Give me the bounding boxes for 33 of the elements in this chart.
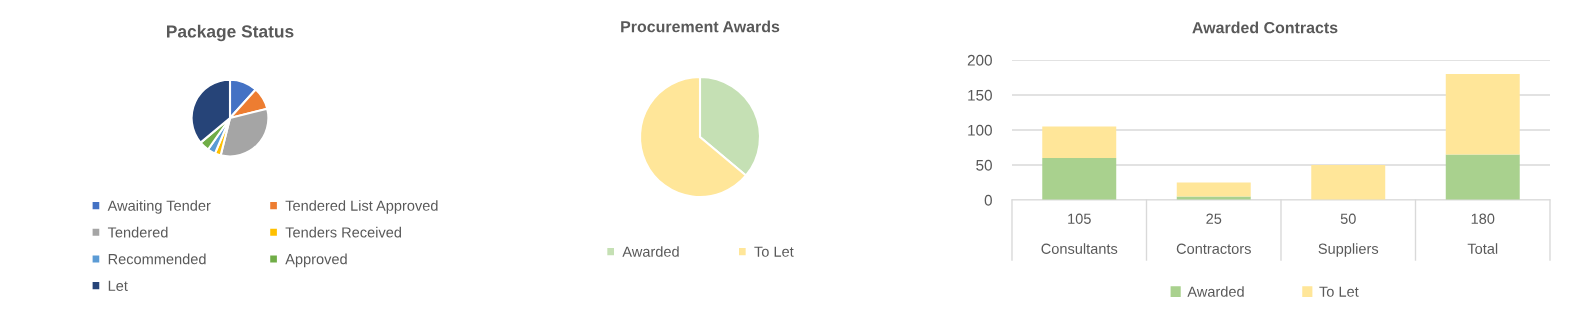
chart-title: Awarded Contracts xyxy=(1192,21,1338,34)
bar xyxy=(1042,126,1117,158)
legend-label: Recommended xyxy=(108,253,206,265)
chart-title: Package Status xyxy=(166,24,294,42)
total-label: 50 xyxy=(1340,213,1356,224)
x-tick-label: Consultants xyxy=(1041,243,1118,254)
total-label: 105 xyxy=(1068,213,1091,224)
legend-label: Awarded xyxy=(1187,286,1244,297)
legend-label: Tenders Received xyxy=(285,226,402,238)
x-tick-label: Suppliers xyxy=(1318,243,1379,257)
y-tick-label: 50 xyxy=(976,159,992,171)
bar xyxy=(1445,154,1520,200)
bar xyxy=(1176,182,1251,197)
legend-label: Approved xyxy=(285,253,347,268)
y-tick-label: 0 xyxy=(984,194,992,206)
legend-label: Tendered xyxy=(107,226,168,238)
y-tick-label: 200 xyxy=(967,54,992,66)
x-tick-label: Total xyxy=(1467,243,1498,254)
total-label: 25 xyxy=(1206,213,1222,224)
legend-label: Awaiting Tender xyxy=(107,200,211,214)
legend-label: To Let xyxy=(1319,286,1359,297)
legend-label: Let xyxy=(108,280,128,291)
legend-label: Tendered List Approved xyxy=(285,200,438,214)
chart-title: Procurement Awards xyxy=(621,20,780,33)
legend-label: To Let xyxy=(754,246,794,257)
bar xyxy=(1311,165,1386,200)
y-tick-label: 150 xyxy=(968,89,992,101)
legend-label: Awarded xyxy=(622,246,679,257)
bar xyxy=(1042,158,1117,200)
x-tick-label: Contractors xyxy=(1176,243,1251,254)
total-label: 180 xyxy=(1471,213,1495,224)
y-tick-label: 100 xyxy=(968,124,992,136)
bar xyxy=(1445,74,1520,155)
